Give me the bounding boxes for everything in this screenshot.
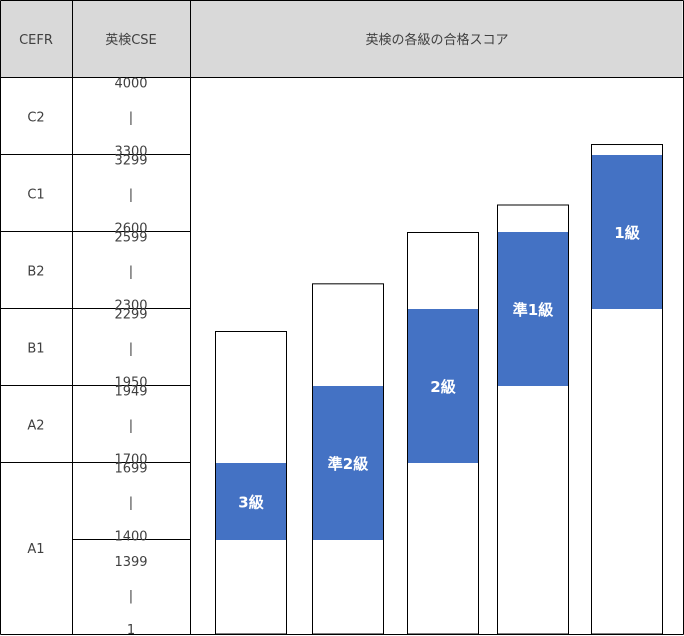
grade-bar-pass-range <box>592 155 662 309</box>
header-background <box>0 0 683 78</box>
grade-bar-label: 準1級 <box>513 301 553 319</box>
grade-bar: 3級 <box>215 331 287 635</box>
cse-top-value: 4000 <box>114 77 147 92</box>
cse-top-value: 2599 <box>114 231 147 246</box>
grade-bar: 2級 <box>407 232 479 635</box>
cefr-level: B1 <box>27 342 44 357</box>
cse-range-dash: | <box>129 111 133 126</box>
table-row: C1 3299 | 2600 <box>27 154 147 237</box>
grade-bar: 1級 <box>591 144 663 635</box>
cse-top-value: 1399 <box>114 555 147 570</box>
cse-top-value: 2299 <box>114 308 147 323</box>
grade-bars: 3級 準2級 2級 準1級 1級 <box>215 144 663 635</box>
header-cse: 英検CSE <box>105 33 157 48</box>
table-row: A2 1949 | 1700 <box>27 385 147 468</box>
table-row: B2 2599 | 2300 <box>27 231 147 314</box>
cse-range-dash: | <box>129 419 133 434</box>
grade-bar-label: 3級 <box>238 494 263 512</box>
grade-bar-pass-range <box>498 232 568 386</box>
header-chart-title: 英検の各級の合格スコア <box>365 32 508 48</box>
grade-bar-pass-range <box>313 386 383 540</box>
cefr-cse-rows: C2 4000 | 3300 C1 3299 | 2600 B2 2599 | 2300 B1 2299 |… <box>27 77 147 636</box>
cse-bottom-value: 2600 <box>114 222 147 237</box>
cefr-level: B2 <box>27 265 44 280</box>
cse-range-dash: | <box>129 589 133 604</box>
grade-bar-label: 1級 <box>614 224 639 242</box>
cefr-level: C2 <box>27 111 44 126</box>
grade-bar: 準1級 <box>497 204 569 635</box>
cse-range-dash: | <box>129 188 133 203</box>
cse-range-dash: | <box>129 342 133 357</box>
cefr-level: C1 <box>27 188 44 203</box>
table-row: B1 2299 | 1950 <box>27 308 147 391</box>
cse-top-value: 3299 <box>114 154 147 169</box>
grade-bar-pass-range <box>408 309 478 463</box>
cse-range-dash: | <box>129 496 133 511</box>
table-row: C2 4000 | 3300 <box>27 77 147 160</box>
cefr-level: A2 <box>27 419 44 434</box>
cse-bottom-value: 1950 <box>114 376 147 391</box>
cefr-level: A1 <box>27 542 44 557</box>
cse-top-value: 1949 <box>114 385 147 400</box>
cse-bottom-value: 2300 <box>114 299 147 314</box>
cse-top-value: 1699 <box>114 462 147 477</box>
cse-bottom-value: 1700 <box>114 453 147 468</box>
cse-bottom-value: 1 <box>127 623 135 636</box>
grade-bar-pass-range <box>216 463 286 540</box>
grade-bar: 準2級 <box>312 283 384 635</box>
grade-bar-label: 2級 <box>430 378 455 396</box>
cse-range-dash: | <box>129 265 133 280</box>
table-row: 1399 | 1 <box>114 555 147 636</box>
table-row: A1 1699 | 1400 <box>27 462 147 558</box>
cse-bottom-value: 3300 <box>114 145 147 160</box>
header-cefr: CEFR <box>19 33 53 48</box>
cse-bottom-value: 1400 <box>114 530 147 545</box>
grade-bar-label: 準2級 <box>328 455 368 473</box>
